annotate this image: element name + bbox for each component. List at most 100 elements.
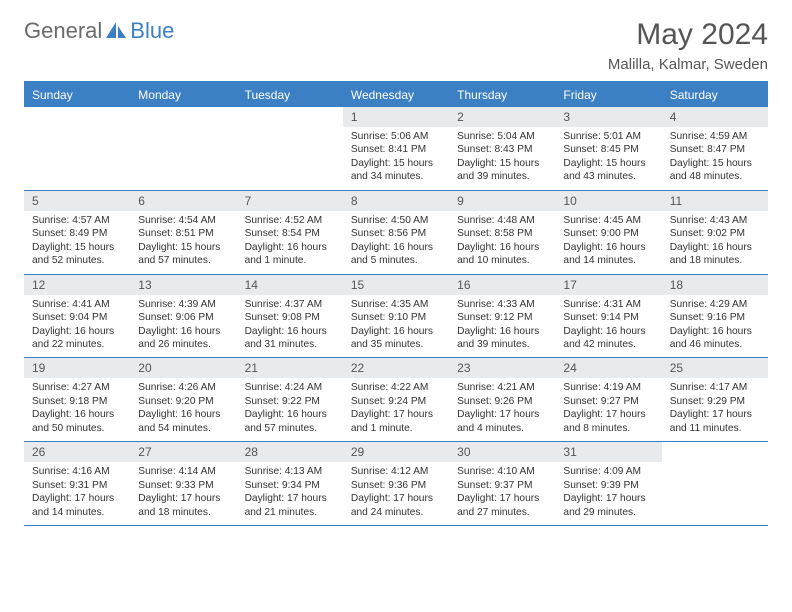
daylight-line: Daylight: 16 hours and 35 minutes. (351, 325, 441, 352)
sunset-line: Sunset: 9:37 PM (457, 479, 547, 492)
daylight-line: Daylight: 16 hours and 14 minutes. (563, 241, 653, 268)
day-number: 19 (24, 358, 130, 378)
day-body: Sunrise: 4:48 AMSunset: 8:58 PMDaylight:… (449, 211, 555, 274)
empty-cell (237, 107, 343, 190)
day-body: Sunrise: 4:12 AMSunset: 9:36 PMDaylight:… (343, 462, 449, 525)
sunset-line: Sunset: 8:47 PM (670, 143, 760, 156)
day-body: Sunrise: 4:31 AMSunset: 9:14 PMDaylight:… (555, 295, 661, 358)
day-number: 16 (449, 275, 555, 295)
week-row: 19Sunrise: 4:27 AMSunset: 9:18 PMDayligh… (24, 358, 768, 442)
sunset-line: Sunset: 8:43 PM (457, 143, 547, 156)
sunset-line: Sunset: 9:39 PM (563, 479, 653, 492)
day-number: 25 (662, 358, 768, 378)
empty-cell (662, 442, 768, 525)
daylight-line: Daylight: 17 hours and 27 minutes. (457, 492, 547, 519)
sunset-line: Sunset: 8:54 PM (245, 227, 335, 240)
daylight-line: Daylight: 17 hours and 11 minutes. (670, 408, 760, 435)
daylight-line: Daylight: 16 hours and 5 minutes. (351, 241, 441, 268)
sunrise-line: Sunrise: 4:43 AM (670, 214, 760, 227)
day-header-wednesday: Wednesday (343, 83, 449, 107)
day-body: Sunrise: 4:26 AMSunset: 9:20 PMDaylight:… (130, 378, 236, 441)
header: General Blue May 2024 Malilla, Kalmar, S… (24, 18, 768, 73)
day-number: 2 (449, 107, 555, 127)
day-cell-8: 8Sunrise: 4:50 AMSunset: 8:56 PMDaylight… (343, 191, 449, 274)
day-number: 5 (24, 191, 130, 211)
day-body: Sunrise: 4:57 AMSunset: 8:49 PMDaylight:… (24, 211, 130, 274)
daylight-line: Daylight: 17 hours and 4 minutes. (457, 408, 547, 435)
day-cell-13: 13Sunrise: 4:39 AMSunset: 9:06 PMDayligh… (130, 275, 236, 358)
sunrise-line: Sunrise: 4:41 AM (32, 298, 122, 311)
day-body: Sunrise: 5:01 AMSunset: 8:45 PMDaylight:… (555, 127, 661, 190)
day-cell-23: 23Sunrise: 4:21 AMSunset: 9:26 PMDayligh… (449, 358, 555, 441)
daylight-line: Daylight: 15 hours and 52 minutes. (32, 241, 122, 268)
day-number: 31 (555, 442, 661, 462)
day-body: Sunrise: 4:39 AMSunset: 9:06 PMDaylight:… (130, 295, 236, 358)
sunrise-line: Sunrise: 4:26 AM (138, 381, 228, 394)
day-cell-28: 28Sunrise: 4:13 AMSunset: 9:34 PMDayligh… (237, 442, 343, 525)
day-cell-1: 1Sunrise: 5:06 AMSunset: 8:41 PMDaylight… (343, 107, 449, 190)
day-cell-4: 4Sunrise: 4:59 AMSunset: 8:47 PMDaylight… (662, 107, 768, 190)
sunrise-line: Sunrise: 5:01 AM (563, 130, 653, 143)
sunrise-line: Sunrise: 4:48 AM (457, 214, 547, 227)
sunrise-line: Sunrise: 4:29 AM (670, 298, 760, 311)
sunset-line: Sunset: 8:51 PM (138, 227, 228, 240)
day-cell-18: 18Sunrise: 4:29 AMSunset: 9:16 PMDayligh… (662, 275, 768, 358)
daylight-line: Daylight: 16 hours and 57 minutes. (245, 408, 335, 435)
daylight-line: Daylight: 17 hours and 18 minutes. (138, 492, 228, 519)
day-header-row: SundayMondayTuesdayWednesdayThursdayFrid… (24, 83, 768, 107)
sunset-line: Sunset: 9:22 PM (245, 395, 335, 408)
day-body: Sunrise: 4:37 AMSunset: 9:08 PMDaylight:… (237, 295, 343, 358)
day-number: 8 (343, 191, 449, 211)
sunrise-line: Sunrise: 4:33 AM (457, 298, 547, 311)
sunset-line: Sunset: 9:04 PM (32, 311, 122, 324)
month-title: May 2024 (608, 18, 768, 52)
day-number: 11 (662, 191, 768, 211)
day-cell-9: 9Sunrise: 4:48 AMSunset: 8:58 PMDaylight… (449, 191, 555, 274)
day-number: 18 (662, 275, 768, 295)
day-header-tuesday: Tuesday (237, 83, 343, 107)
sunset-line: Sunset: 9:02 PM (670, 227, 760, 240)
day-body: Sunrise: 4:17 AMSunset: 9:29 PMDaylight:… (662, 378, 768, 441)
daylight-line: Daylight: 16 hours and 18 minutes. (670, 241, 760, 268)
daylight-line: Daylight: 16 hours and 50 minutes. (32, 408, 122, 435)
daylight-line: Daylight: 16 hours and 26 minutes. (138, 325, 228, 352)
day-number: 30 (449, 442, 555, 462)
day-cell-12: 12Sunrise: 4:41 AMSunset: 9:04 PMDayligh… (24, 275, 130, 358)
day-cell-29: 29Sunrise: 4:12 AMSunset: 9:36 PMDayligh… (343, 442, 449, 525)
daylight-line: Daylight: 17 hours and 29 minutes. (563, 492, 653, 519)
daylight-line: Daylight: 16 hours and 10 minutes. (457, 241, 547, 268)
day-body: Sunrise: 5:04 AMSunset: 8:43 PMDaylight:… (449, 127, 555, 190)
week-row: 5Sunrise: 4:57 AMSunset: 8:49 PMDaylight… (24, 191, 768, 275)
sunrise-line: Sunrise: 4:19 AM (563, 381, 653, 394)
day-number: 9 (449, 191, 555, 211)
daylight-line: Daylight: 16 hours and 1 minute. (245, 241, 335, 268)
day-cell-30: 30Sunrise: 4:10 AMSunset: 9:37 PMDayligh… (449, 442, 555, 525)
empty-cell (130, 107, 236, 190)
sunset-line: Sunset: 9:12 PM (457, 311, 547, 324)
day-body: Sunrise: 4:21 AMSunset: 9:26 PMDaylight:… (449, 378, 555, 441)
daylight-line: Daylight: 15 hours and 34 minutes. (351, 157, 441, 184)
sunrise-line: Sunrise: 4:09 AM (563, 465, 653, 478)
day-cell-27: 27Sunrise: 4:14 AMSunset: 9:33 PMDayligh… (130, 442, 236, 525)
sunrise-line: Sunrise: 4:21 AM (457, 381, 547, 394)
day-number: 21 (237, 358, 343, 378)
day-body: Sunrise: 4:13 AMSunset: 9:34 PMDaylight:… (237, 462, 343, 525)
daylight-line: Daylight: 16 hours and 46 minutes. (670, 325, 760, 352)
day-body: Sunrise: 4:09 AMSunset: 9:39 PMDaylight:… (555, 462, 661, 525)
daylight-line: Daylight: 16 hours and 39 minutes. (457, 325, 547, 352)
sunrise-line: Sunrise: 4:54 AM (138, 214, 228, 227)
daylight-line: Daylight: 17 hours and 24 minutes. (351, 492, 441, 519)
sunset-line: Sunset: 8:45 PM (563, 143, 653, 156)
sunrise-line: Sunrise: 4:37 AM (245, 298, 335, 311)
day-body: Sunrise: 4:41 AMSunset: 9:04 PMDaylight:… (24, 295, 130, 358)
weeks-container: 1Sunrise: 5:06 AMSunset: 8:41 PMDaylight… (24, 107, 768, 526)
sunrise-line: Sunrise: 4:24 AM (245, 381, 335, 394)
day-cell-6: 6Sunrise: 4:54 AMSunset: 8:51 PMDaylight… (130, 191, 236, 274)
day-body: Sunrise: 4:50 AMSunset: 8:56 PMDaylight:… (343, 211, 449, 274)
sunrise-line: Sunrise: 4:50 AM (351, 214, 441, 227)
day-number: 4 (662, 107, 768, 127)
day-number: 15 (343, 275, 449, 295)
day-number: 20 (130, 358, 236, 378)
day-number: 26 (24, 442, 130, 462)
day-number: 7 (237, 191, 343, 211)
